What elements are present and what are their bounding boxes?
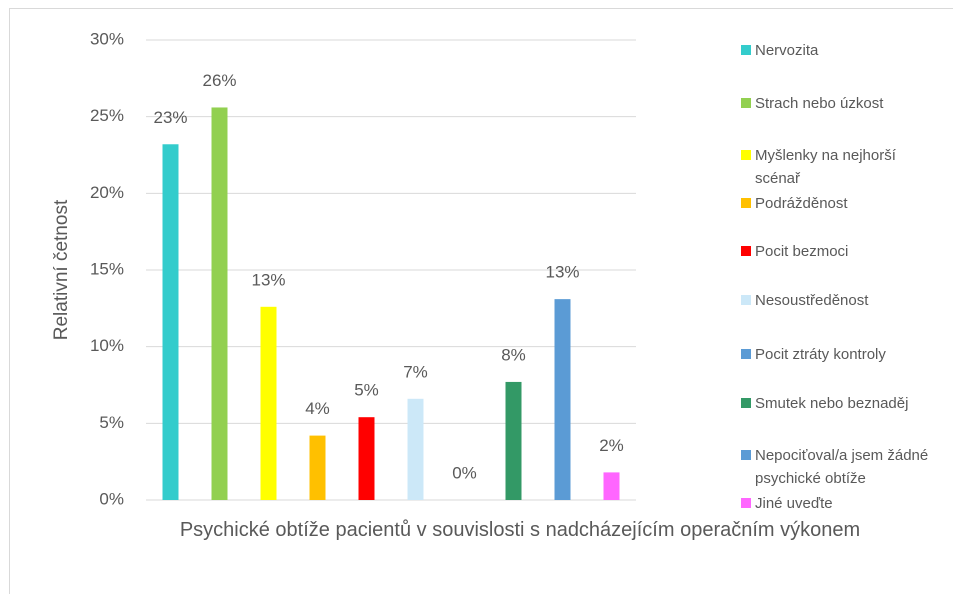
bar bbox=[505, 381, 522, 500]
legend-swatch bbox=[741, 349, 751, 359]
value-label: 8% bbox=[501, 345, 526, 364]
y-tick-label: 30% bbox=[90, 29, 124, 48]
bar bbox=[554, 299, 571, 500]
legend-swatch bbox=[741, 98, 751, 108]
legend-label: Pocit bezmoci bbox=[755, 243, 849, 260]
legend-label: Smutek nebo beznaděj bbox=[755, 395, 909, 412]
bar bbox=[603, 472, 620, 500]
bar bbox=[162, 144, 179, 500]
value-label: 13% bbox=[251, 270, 285, 289]
y-tick-label: 15% bbox=[90, 259, 124, 278]
value-label: 13% bbox=[545, 263, 579, 282]
value-label: 0% bbox=[452, 463, 477, 482]
y-tick-label: 0% bbox=[99, 489, 124, 508]
legend-entry: Nesoustředěnost bbox=[741, 289, 953, 312]
legend-swatch bbox=[741, 198, 751, 208]
legend-label: Pocit ztráty kontroly bbox=[755, 346, 886, 363]
legend-label: Jiné uveďte bbox=[755, 495, 833, 512]
legend-entry: Nepociťoval/a jsem žádné psychické obtíž… bbox=[741, 444, 953, 490]
chart-frame bbox=[9, 8, 953, 594]
legend-swatch bbox=[741, 45, 751, 55]
y-tick-label: 5% bbox=[99, 413, 124, 432]
value-label: 2% bbox=[599, 436, 624, 455]
y-tick-label: 20% bbox=[90, 183, 124, 202]
legend-label: Nepociťoval/a jsem žádné psychické obtíž… bbox=[755, 447, 929, 487]
value-label: 5% bbox=[354, 381, 379, 400]
legend-swatch bbox=[741, 295, 751, 305]
y-axis-label: Relativní četnost bbox=[51, 199, 72, 340]
legend-label: Strach nebo úzkost bbox=[755, 95, 884, 112]
legend-entry: Nervozita bbox=[741, 39, 953, 62]
legend-swatch bbox=[741, 150, 751, 160]
value-label: 26% bbox=[202, 71, 236, 90]
legend-entry: Myšlenky na nejhorší scénař bbox=[741, 144, 953, 190]
y-tick-label: 25% bbox=[90, 106, 124, 125]
bar bbox=[211, 107, 228, 500]
bar bbox=[358, 417, 375, 500]
value-label: 4% bbox=[305, 399, 330, 418]
bar bbox=[309, 435, 326, 500]
legend-swatch bbox=[741, 450, 751, 460]
legend-label: Podrážděnost bbox=[755, 195, 848, 212]
legend-entry: Pocit ztráty kontroly bbox=[741, 343, 953, 366]
legend-entry: Smutek nebo beznaděj bbox=[741, 392, 953, 415]
legend-entry: Jiné uveďte bbox=[741, 492, 953, 515]
legend-entry: Strach nebo úzkost bbox=[741, 92, 953, 115]
y-tick-label: 10% bbox=[90, 336, 124, 355]
legend-label: Myšlenky na nejhorší scénař bbox=[755, 147, 896, 187]
legend-label: Nesoustředěnost bbox=[755, 292, 869, 309]
value-label: 7% bbox=[403, 362, 428, 381]
bar bbox=[260, 306, 277, 500]
value-label: 23% bbox=[153, 108, 187, 127]
legend-swatch bbox=[741, 398, 751, 408]
legend-entry: Podrážděnost bbox=[741, 192, 953, 215]
legend-entry: Pocit bezmoci bbox=[741, 240, 953, 263]
bar bbox=[407, 398, 424, 500]
legend-swatch bbox=[741, 498, 751, 508]
legend-label: Nervozita bbox=[755, 42, 819, 59]
category-label: Psychické obtíže pacientů v souvislosti … bbox=[179, 519, 861, 541]
legend-swatch bbox=[741, 246, 751, 256]
